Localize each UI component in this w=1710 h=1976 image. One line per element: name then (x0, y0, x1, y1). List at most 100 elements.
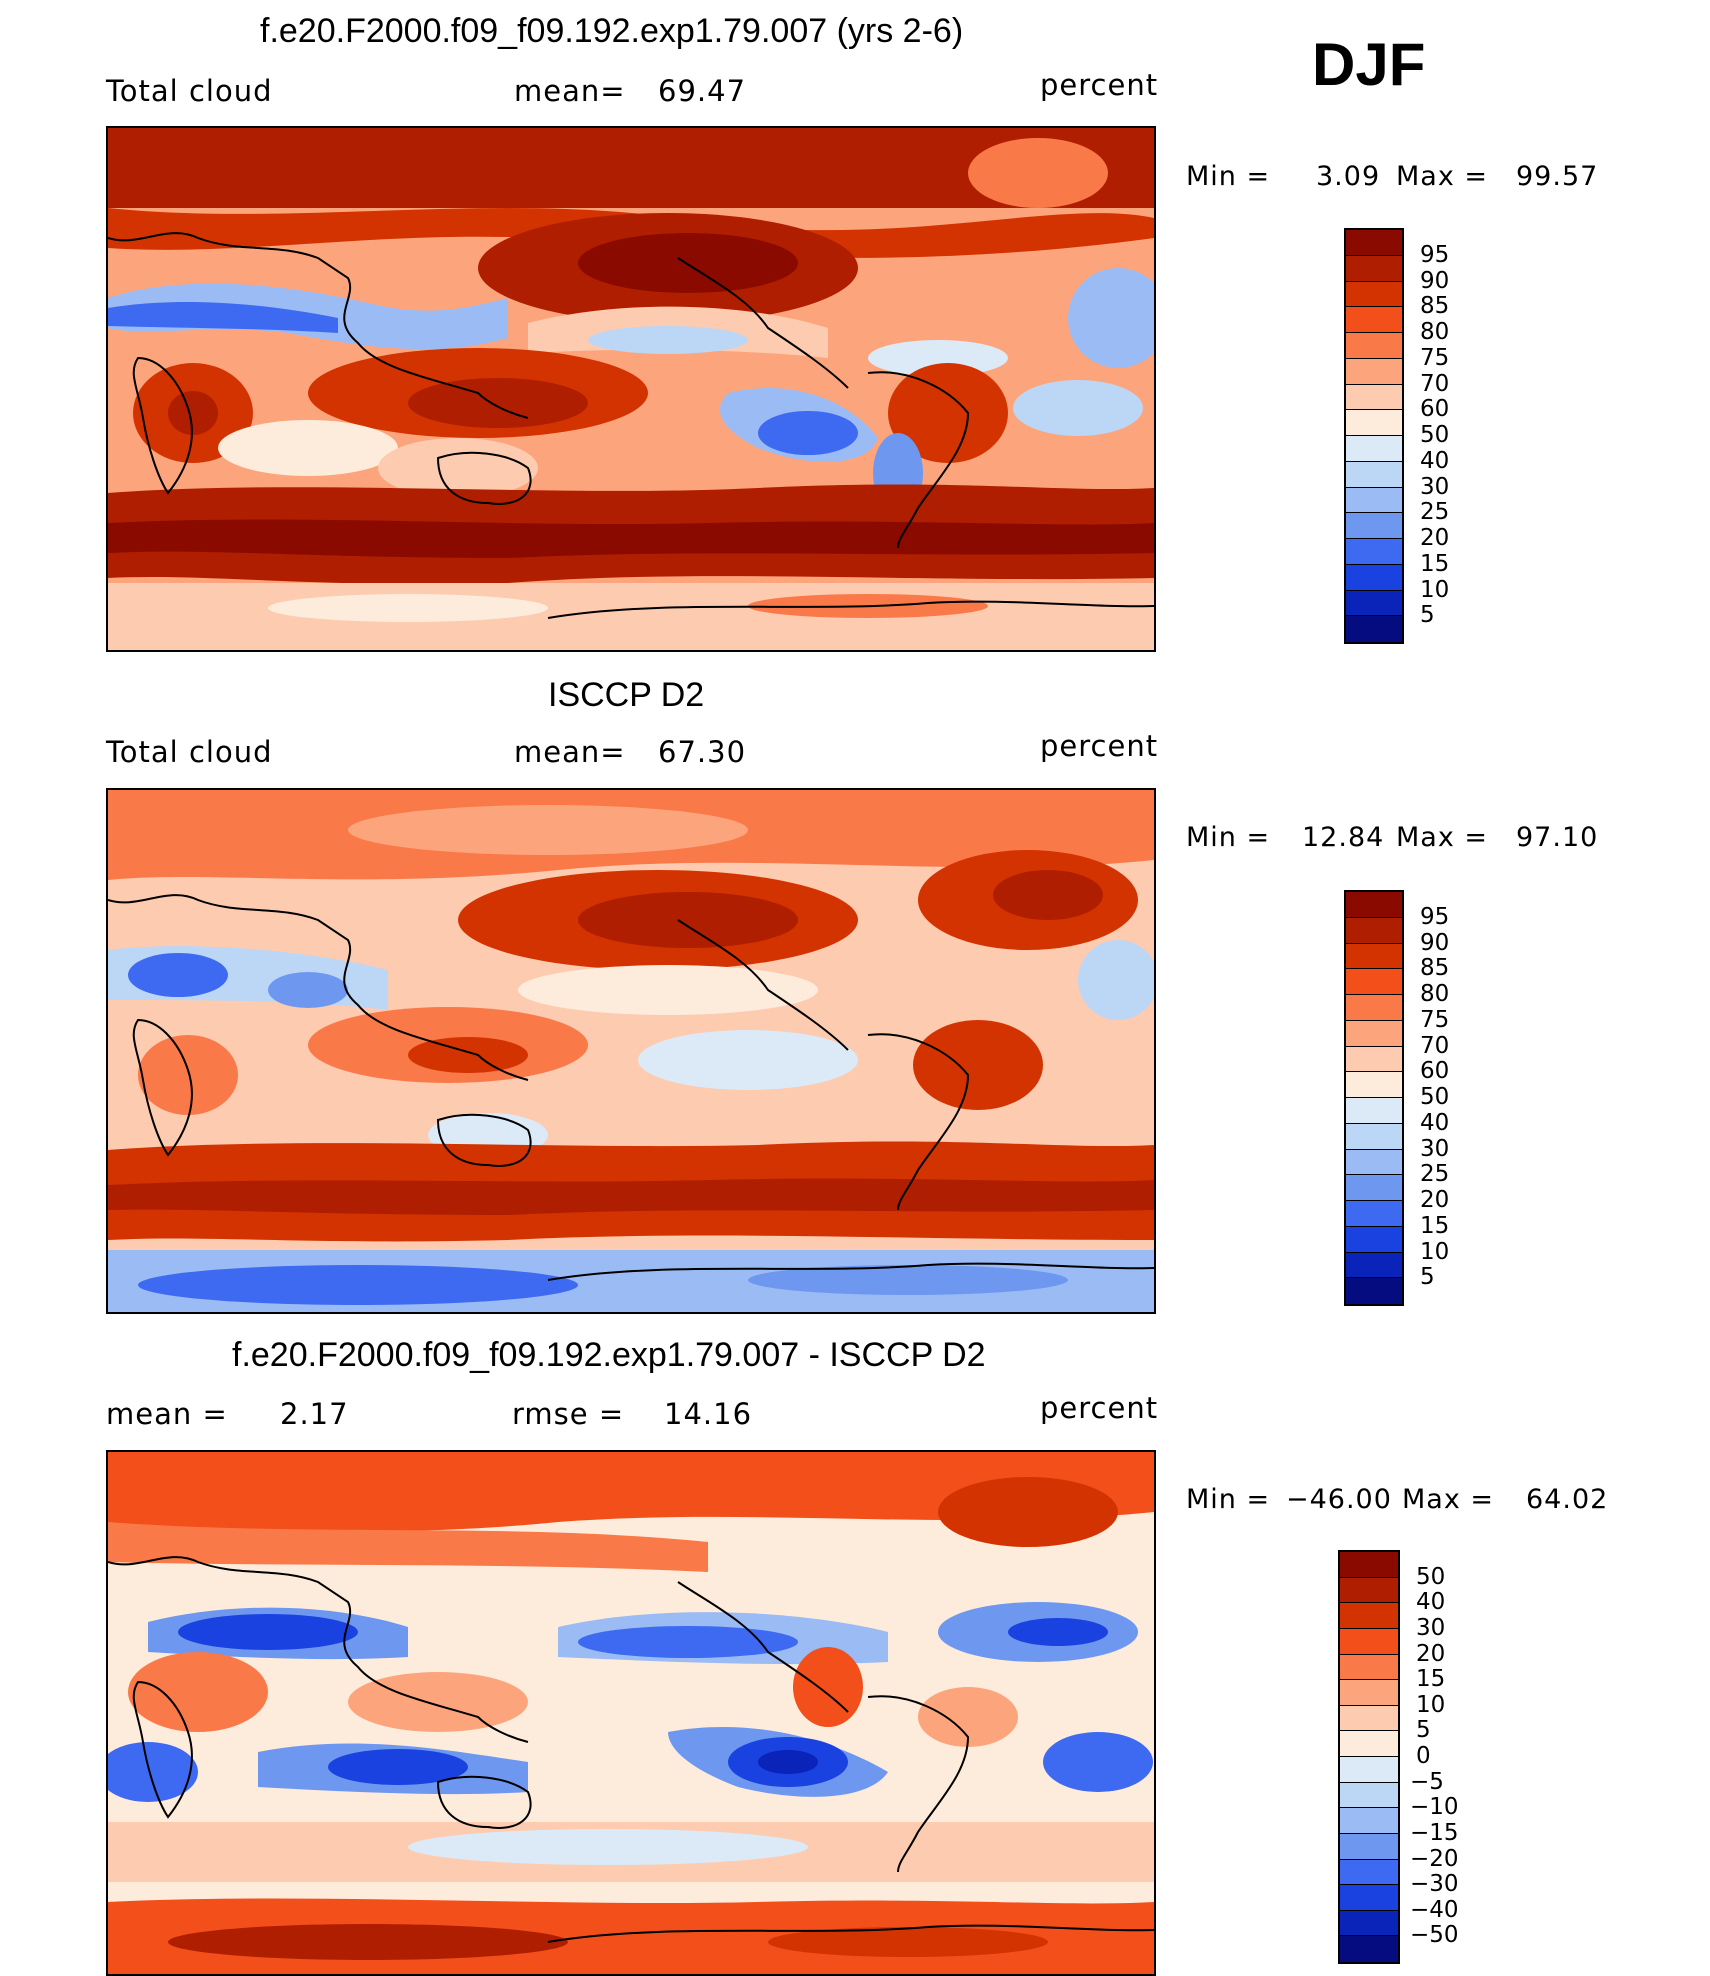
panel-3-colorbar (1338, 1550, 1400, 1964)
colorbar-tick-label: 40 (1416, 1589, 1446, 1616)
panel-3-title: f.e20.F2000.f09_f09.192.exp1.79.007 - IS… (232, 1336, 986, 1374)
colorbar-tick-label: −10 (1410, 1794, 1459, 1821)
season-label: DJF (1312, 31, 1426, 98)
colorbar-tick-label: 40 (1420, 447, 1450, 474)
colorbar-swatch (1340, 1680, 1398, 1706)
colorbar-tick-label: 5 (1416, 1717, 1431, 1744)
colorbar-swatch (1346, 995, 1402, 1021)
colorbar-tick-label: 50 (1420, 1084, 1450, 1110)
panel-3-units: percent (1040, 1391, 1159, 1425)
colorbar-tick-label: 30 (1420, 1135, 1450, 1162)
colorbar-tick-label: 20 (1416, 1640, 1446, 1667)
colorbar-tick-label: 75 (1420, 344, 1450, 371)
colorbar-swatch (1346, 436, 1402, 462)
colorbar-tick-label: −15 (1410, 1819, 1459, 1846)
colorbar-swatch (1346, 487, 1402, 514)
colorbar-swatch (1346, 969, 1402, 995)
colorbar-swatch (1340, 1757, 1398, 1783)
colorbar-tick-label: 95 (1420, 903, 1450, 930)
colorbar-swatch (1346, 1201, 1402, 1227)
colorbar-tick-label: −5 (1410, 1768, 1444, 1795)
colorbar-swatch (1346, 255, 1402, 282)
panel-1-field (108, 128, 1154, 650)
colorbar-swatch (1346, 1098, 1402, 1124)
panel-1-map (106, 126, 1156, 652)
panel-1-mean-label: mean= (514, 74, 626, 108)
colorbar-swatch (1340, 1833, 1398, 1860)
colorbar-swatch (1340, 1577, 1398, 1604)
colorbar-tick-label: 60 (1420, 1058, 1450, 1085)
panel-1-variable-label: Total cloud (106, 74, 273, 108)
colorbar-swatch (1346, 1278, 1402, 1304)
colorbar-swatch (1340, 1603, 1398, 1629)
panel-1-title: f.e20.F2000.f09_f09.192.exp1.79.007 (yrs… (260, 12, 964, 50)
colorbar-swatch (1340, 1885, 1398, 1911)
colorbar-tick-label: 70 (1420, 1032, 1450, 1059)
colorbar-swatch (1346, 358, 1402, 385)
colorbar-tick-label: 50 (1420, 422, 1450, 448)
colorbar-tick-label: −20 (1410, 1845, 1459, 1872)
colorbar-swatch (1340, 1654, 1398, 1681)
colorbar-swatch (1340, 1552, 1398, 1578)
panel-2-min-label: Min = (1186, 822, 1271, 853)
colorbar-swatch (1346, 1046, 1402, 1073)
panel-2-units: percent (1040, 729, 1159, 763)
colorbar-swatch (1340, 1859, 1398, 1886)
panel-1-colorbar (1344, 228, 1404, 644)
colorbar-swatch (1340, 1628, 1398, 1655)
colorbar-tick-label: 20 (1420, 525, 1450, 551)
panel-2-mean-value: 67.30 (658, 735, 747, 769)
colorbar-tick-label: 70 (1420, 370, 1450, 397)
panel-1-min-value: 3.09 (1316, 161, 1381, 192)
panel-3-min-value: −46.00 (1286, 1484, 1392, 1515)
panel-1-mean-value: 69.47 (658, 74, 747, 108)
colorbar-swatch (1346, 564, 1402, 591)
colorbar-swatch (1346, 281, 1402, 308)
colorbar-swatch (1346, 1149, 1402, 1176)
colorbar-swatch (1346, 1123, 1402, 1150)
colorbar-tick-label: 85 (1420, 293, 1450, 320)
colorbar-swatch (1346, 1072, 1402, 1098)
colorbar-swatch (1346, 461, 1402, 488)
colorbar-tick-label: 5 (1420, 1264, 1435, 1291)
colorbar-tick-label: 15 (1420, 550, 1450, 577)
colorbar-tick-label: 90 (1420, 267, 1450, 294)
colorbar-swatch (1346, 307, 1402, 333)
panel-2-mean-label: mean= (514, 735, 626, 769)
colorbar-swatch (1340, 1910, 1398, 1937)
colorbar-tick-label: −30 (1410, 1871, 1459, 1898)
colorbar-swatch (1346, 410, 1402, 436)
colorbar-tick-label: −40 (1410, 1896, 1459, 1923)
panel-1-units: percent (1040, 68, 1159, 102)
colorbar-swatch (1346, 513, 1402, 539)
panel-1-max-value: 99.57 (1516, 161, 1599, 192)
colorbar-swatch (1346, 1226, 1402, 1253)
colorbar-swatch (1346, 616, 1402, 642)
colorbar-swatch (1346, 333, 1402, 359)
panel-3-min-label: Min = (1186, 1484, 1271, 1515)
panel-2-field (108, 790, 1154, 1312)
colorbar-swatch (1346, 590, 1402, 617)
colorbar-tick-label: 25 (1420, 1161, 1450, 1188)
colorbar-tick-label: 25 (1420, 499, 1450, 526)
colorbar-swatch (1346, 1252, 1402, 1279)
panel-2-max-value: 97.10 (1516, 822, 1599, 853)
colorbar-tick-label: 80 (1420, 981, 1450, 1007)
colorbar-swatch (1340, 1936, 1398, 1962)
colorbar-tick-label: 15 (1420, 1212, 1450, 1239)
colorbar-swatch (1346, 1175, 1402, 1201)
colorbar-tick-label: 80 (1420, 319, 1450, 345)
colorbar-tick-label: 90 (1420, 929, 1450, 956)
colorbar-tick-label: 0 (1416, 1743, 1431, 1769)
colorbar-tick-label: 20 (1420, 1187, 1450, 1213)
colorbar-swatch (1346, 892, 1402, 918)
colorbar-swatch (1340, 1782, 1398, 1809)
colorbar-swatch (1340, 1808, 1398, 1834)
colorbar-swatch (1346, 917, 1402, 944)
colorbar-swatch (1340, 1705, 1398, 1732)
panel-3-mean-value: 2.17 (280, 1397, 349, 1431)
colorbar-tick-label: 10 (1420, 1238, 1450, 1265)
colorbar-swatch (1346, 1020, 1402, 1047)
colorbar-swatch (1346, 384, 1402, 411)
colorbar-tick-label: −50 (1410, 1922, 1459, 1949)
